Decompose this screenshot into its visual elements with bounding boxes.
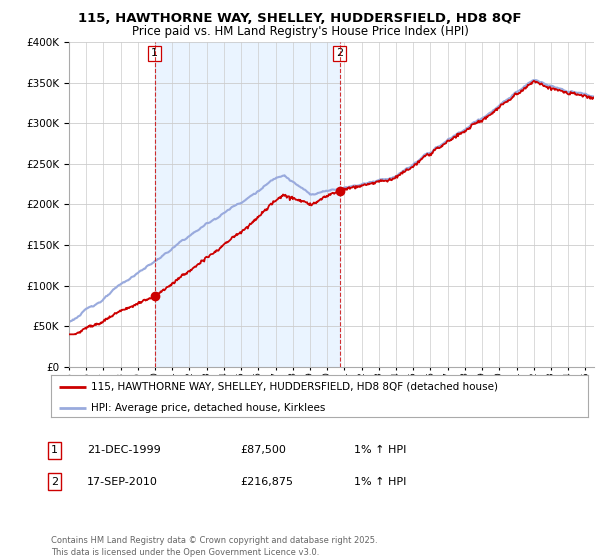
Bar <box>155 42 340 367</box>
Text: £216,875: £216,875 <box>240 477 293 487</box>
Text: Contains HM Land Registry data © Crown copyright and database right 2025.
This d: Contains HM Land Registry data © Crown c… <box>51 536 377 557</box>
Text: 2: 2 <box>336 49 343 58</box>
Text: 21-DEC-1999: 21-DEC-1999 <box>87 445 161 455</box>
Text: 1: 1 <box>51 445 58 455</box>
Text: £87,500: £87,500 <box>240 445 286 455</box>
Text: 17-SEP-2010: 17-SEP-2010 <box>87 477 158 487</box>
Text: 1% ↑ HPI: 1% ↑ HPI <box>354 477 406 487</box>
Text: 1% ↑ HPI: 1% ↑ HPI <box>354 445 406 455</box>
Text: HPI: Average price, detached house, Kirklees: HPI: Average price, detached house, Kirk… <box>91 403 326 413</box>
Text: 115, HAWTHORNE WAY, SHELLEY, HUDDERSFIELD, HD8 8QF (detached house): 115, HAWTHORNE WAY, SHELLEY, HUDDERSFIEL… <box>91 381 498 391</box>
Text: 2: 2 <box>51 477 58 487</box>
Text: 115, HAWTHORNE WAY, SHELLEY, HUDDERSFIELD, HD8 8QF: 115, HAWTHORNE WAY, SHELLEY, HUDDERSFIEL… <box>78 12 522 25</box>
Text: 1: 1 <box>151 49 158 58</box>
Text: Price paid vs. HM Land Registry's House Price Index (HPI): Price paid vs. HM Land Registry's House … <box>131 25 469 38</box>
